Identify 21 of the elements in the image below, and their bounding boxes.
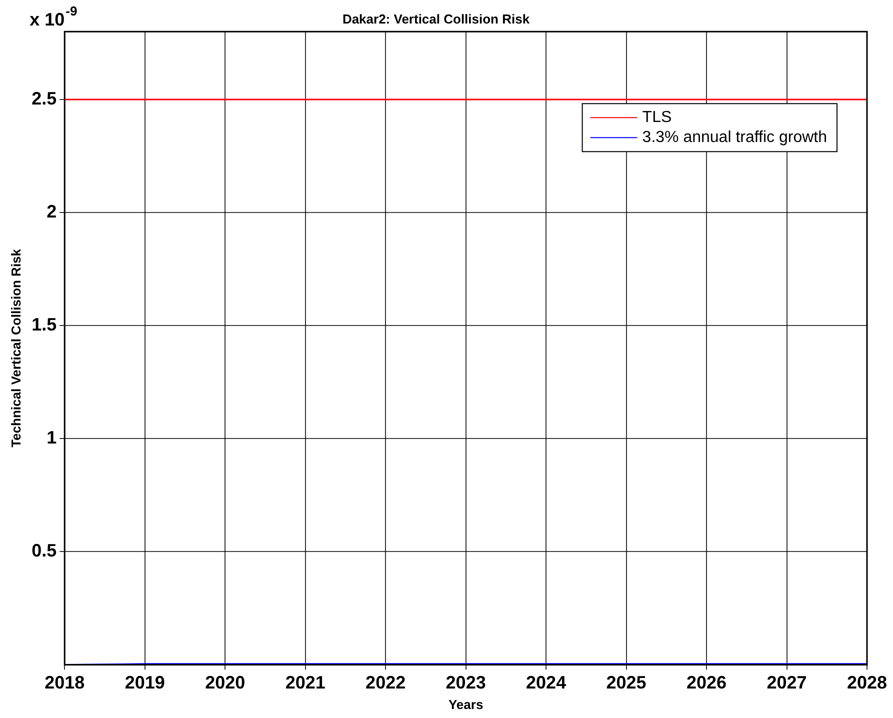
x-tick-label: 2018 <box>44 672 85 693</box>
y-tick-label: 1 <box>46 428 57 448</box>
x-tick-label: 2028 <box>846 672 888 693</box>
x-tick-label: 2020 <box>205 672 246 693</box>
x-tick-label: 2019 <box>124 672 165 693</box>
chart-title: Dakar2: Vertical Collision Risk <box>342 11 530 26</box>
x-tick-label: 2023 <box>446 672 486 693</box>
y-tick-label: 0.5 <box>32 540 57 561</box>
legend-label: 3.3% annual traffic growth <box>642 129 827 146</box>
x-tick-label: 2027 <box>766 672 807 693</box>
x-tick-label: 2022 <box>366 672 406 693</box>
y-tick-label: 2 <box>46 201 57 222</box>
y-tick-label: 2.5 <box>32 88 57 108</box>
x-tick-label: 2024 <box>526 672 566 693</box>
x-tick-label: 2025 <box>606 672 646 693</box>
x-tick-label: 2026 <box>686 672 727 693</box>
x-axis-title: Years <box>448 696 484 712</box>
y-axis-title: Technical Vertical Collision Risk <box>8 248 24 448</box>
legend-label: TLS <box>642 109 672 126</box>
x-tick-label: 2021 <box>285 672 326 693</box>
y-tick-label: 1.5 <box>32 314 57 335</box>
